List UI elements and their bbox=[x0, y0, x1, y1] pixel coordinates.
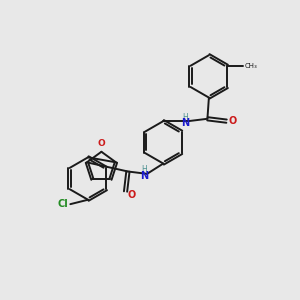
Text: O: O bbox=[128, 190, 136, 200]
Text: N: N bbox=[140, 171, 148, 181]
Text: O: O bbox=[229, 116, 237, 126]
Text: N: N bbox=[181, 118, 189, 128]
Text: H: H bbox=[141, 165, 147, 174]
Text: H: H bbox=[182, 112, 188, 122]
Text: O: O bbox=[98, 139, 105, 148]
Text: CH₃: CH₃ bbox=[244, 63, 257, 69]
Text: Cl: Cl bbox=[57, 199, 68, 209]
